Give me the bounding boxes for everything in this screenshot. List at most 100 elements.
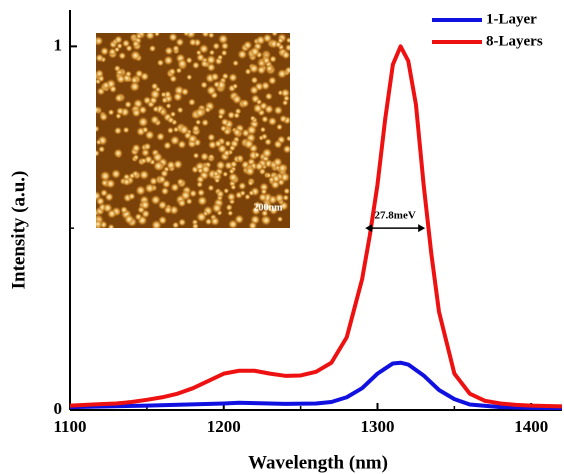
- grain: [115, 73, 126, 84]
- grain: [176, 106, 184, 114]
- grain: [150, 82, 159, 91]
- grain: [200, 152, 210, 162]
- grain: [134, 212, 143, 221]
- grain: [246, 124, 258, 136]
- grain: [183, 33, 190, 37]
- grain: [186, 74, 193, 81]
- grain: [206, 62, 216, 72]
- grain: [163, 141, 172, 150]
- grain: [153, 33, 161, 37]
- grain: [198, 43, 210, 54]
- grain: [191, 61, 200, 70]
- grain: [281, 50, 290, 60]
- grain: [226, 192, 236, 202]
- grain: [276, 68, 288, 79]
- grain: [141, 209, 151, 219]
- grain: [200, 81, 208, 89]
- grain: [243, 138, 255, 150]
- grain: [167, 116, 175, 124]
- grain: [259, 126, 267, 133]
- grain: [249, 46, 261, 57]
- grain: [196, 180, 204, 188]
- grain: [180, 87, 190, 96]
- grain: [106, 208, 117, 219]
- grain: [152, 105, 160, 113]
- grain: [142, 96, 152, 105]
- grain: [149, 88, 161, 100]
- grain: [244, 68, 252, 76]
- grain: [228, 72, 238, 83]
- grain: [145, 33, 156, 41]
- grain: [282, 194, 290, 202]
- grain: [207, 33, 215, 39]
- grain: [244, 193, 251, 201]
- grain: [150, 194, 161, 206]
- grain: [260, 214, 272, 226]
- grain: [234, 107, 242, 115]
- x-tick-label: 1200: [207, 417, 241, 436]
- grain: [253, 200, 262, 210]
- grain: [248, 221, 258, 228]
- grain: [230, 184, 237, 191]
- grain: [148, 44, 157, 53]
- y-axis-label: Intensity (a.u.): [8, 171, 29, 290]
- x-tick-label: 1300: [361, 417, 395, 436]
- x-tick-label: 1400: [514, 417, 548, 436]
- grain: [163, 205, 173, 215]
- grain: [215, 160, 226, 171]
- grain: [129, 81, 141, 93]
- grain: [194, 107, 206, 119]
- grain: [276, 123, 283, 131]
- grain: [249, 85, 259, 95]
- grain: [130, 50, 141, 61]
- series-line: [69, 44, 563, 409]
- grain: [265, 64, 274, 73]
- grain: [160, 91, 167, 98]
- grain: [114, 93, 124, 103]
- grain: [261, 133, 268, 140]
- grain: [114, 35, 123, 45]
- grain: [110, 168, 122, 180]
- grain: [132, 154, 140, 161]
- grain: [175, 67, 183, 74]
- y-tick-label: 0: [54, 399, 63, 418]
- grain: [195, 119, 202, 126]
- arrow-head: [365, 224, 373, 233]
- grain: [97, 75, 105, 83]
- grain: [107, 223, 115, 228]
- grain: [258, 192, 268, 202]
- grain: [150, 115, 160, 125]
- grain: [156, 59, 165, 67]
- grain: [172, 44, 180, 53]
- grain: [231, 94, 243, 105]
- grain: [207, 184, 215, 192]
- grain: [191, 124, 200, 133]
- grain: [249, 115, 256, 122]
- grain: [279, 114, 288, 124]
- grain: [277, 37, 284, 44]
- grain: [171, 221, 180, 228]
- grain: [107, 108, 115, 116]
- grain: [159, 108, 167, 116]
- grain: [128, 172, 136, 180]
- grain: [152, 151, 164, 163]
- grain: [191, 222, 200, 228]
- grain: [113, 64, 121, 73]
- grain: [257, 59, 266, 67]
- grain: [177, 58, 188, 70]
- grain: [109, 85, 118, 94]
- grain: [192, 152, 200, 159]
- grain: [239, 189, 246, 197]
- grain: [157, 175, 167, 184]
- grain: [104, 192, 114, 202]
- grain: [263, 104, 274, 115]
- x-tick-label: 1100: [53, 417, 86, 436]
- grain: [228, 168, 235, 175]
- grain: [105, 178, 116, 189]
- grain: [264, 92, 273, 101]
- grain: [240, 99, 250, 108]
- grain: [242, 40, 253, 50]
- grain: [220, 41, 230, 51]
- grain: [220, 117, 230, 127]
